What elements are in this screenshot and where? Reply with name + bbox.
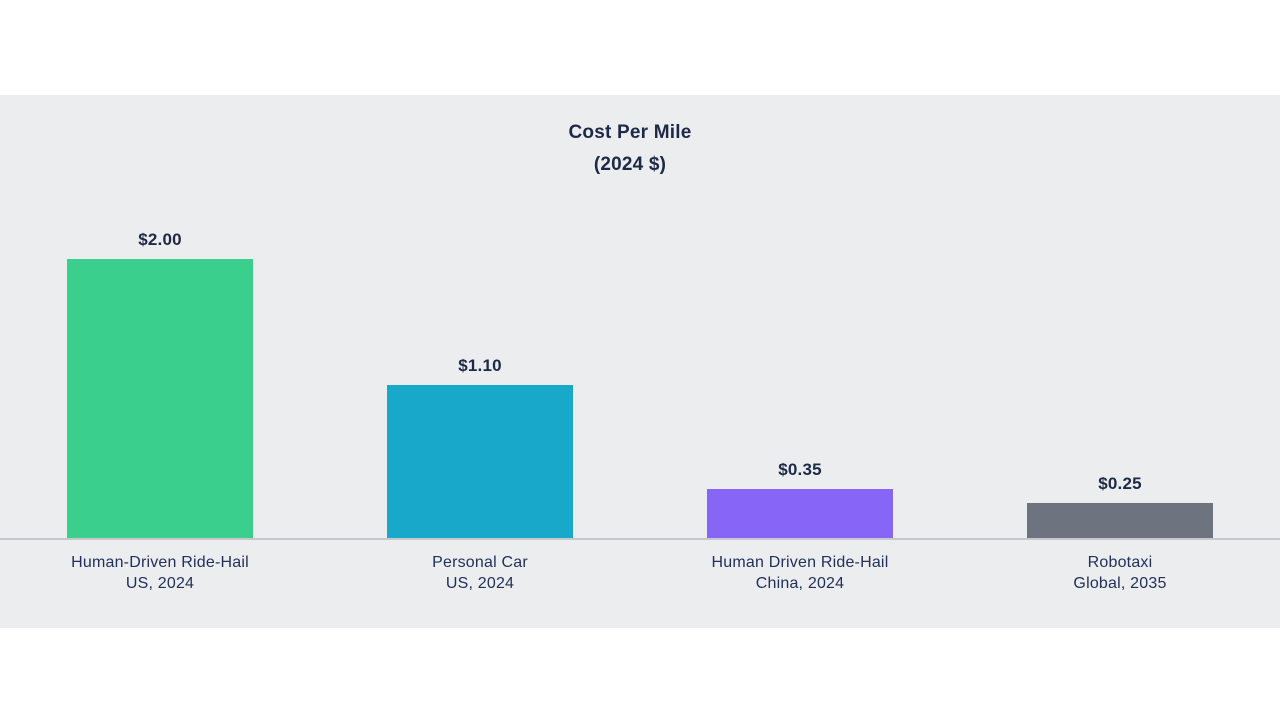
chart-title-block: Cost Per Mile (2024 $) xyxy=(0,117,1260,182)
category-label: Human-Driven Ride-Hail US, 2024 xyxy=(0,552,320,594)
chart-panel: Cost Per Mile (2024 $) $2.00 $1.10 $0.35 $0… xyxy=(0,95,1280,628)
bar-column: $0.35 xyxy=(640,460,960,538)
category-label-line: China, 2024 xyxy=(755,575,845,592)
chart-subtitle: (2024 $) xyxy=(593,154,667,176)
bar xyxy=(67,259,253,538)
bar-value-label: $0.35 xyxy=(778,460,822,479)
category-label-line: US, 2024 xyxy=(445,575,515,592)
bar-column: $0.25 xyxy=(960,474,1280,538)
category-labels-row: Human-Driven Ride-Hail US, 2024 Personal C… xyxy=(0,552,1280,594)
bar-column: $2.00 xyxy=(0,230,320,538)
bar-value-label: $2.00 xyxy=(138,230,182,249)
category-label-line: Robotaxi xyxy=(1087,554,1153,571)
category-label-line: Personal Car xyxy=(432,554,528,571)
bar-column: $1.10 xyxy=(320,356,640,538)
bar xyxy=(387,385,573,538)
category-label-line: Human Driven Ride-Hail xyxy=(711,554,889,571)
category-label: Personal Car US, 2024 xyxy=(320,552,640,594)
category-label: Robotaxi Global, 2035 xyxy=(960,552,1280,594)
category-label-line: Human-Driven Ride-Hail xyxy=(71,554,249,571)
bar-value-label: $1.10 xyxy=(458,356,502,375)
chart-title: Cost Per Mile xyxy=(568,122,692,143)
bar xyxy=(1027,503,1213,538)
category-label: Human Driven Ride-Hail China, 2024 xyxy=(640,552,960,594)
bar-plot-area: $2.00 $1.10 $0.35 $0.25 xyxy=(0,95,1280,538)
bar-value-label: $0.25 xyxy=(1098,474,1142,493)
x-axis-baseline xyxy=(0,538,1280,540)
category-label-line: Global, 2035 xyxy=(1073,575,1167,592)
bar xyxy=(707,489,893,538)
category-label-line: US, 2024 xyxy=(125,575,195,592)
